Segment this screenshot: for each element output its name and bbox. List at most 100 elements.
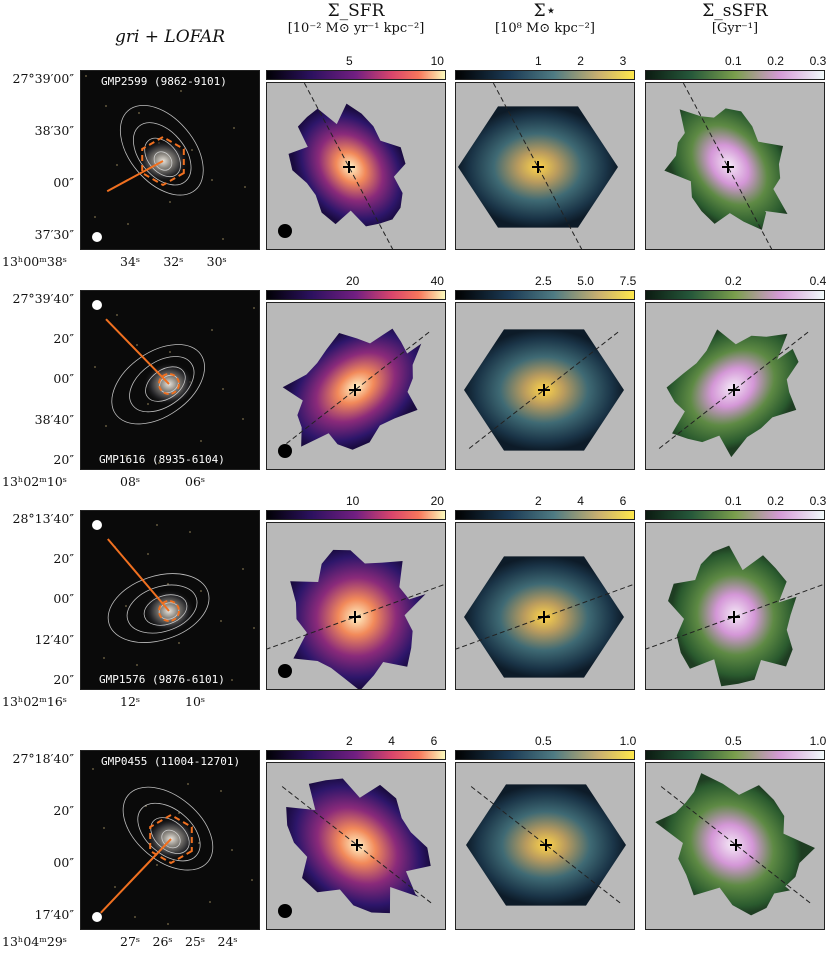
- galaxy-name: GMP1616 (8935-6104): [99, 453, 225, 466]
- header-sfr: Σ_SFR [10⁻² M⊙ yr⁻¹ kpc⁻²]: [266, 1, 446, 36]
- colorbar-tick-label: 0.4: [809, 274, 827, 288]
- mass-map-panel: [455, 302, 635, 470]
- sfr-colorbar: [266, 750, 446, 760]
- background-star: [180, 90, 182, 92]
- ssfr-colorbar: [645, 290, 825, 300]
- colorbar-tick-label: 3: [619, 54, 627, 68]
- colorbar-gradient: [266, 510, 446, 520]
- sfr-footprint: [282, 328, 422, 450]
- background-star: [220, 790, 222, 792]
- psf-beam-icon: [278, 224, 292, 238]
- mass-map-panel: [455, 762, 635, 930]
- dec-tick-label: 27°39′00″: [12, 71, 74, 86]
- lofar-contour: [143, 594, 188, 626]
- sfr-map: [267, 549, 445, 689]
- colorbar-tick-label: 0.5: [535, 734, 552, 748]
- dec-tick-label: 28°13′40″: [12, 511, 74, 526]
- colorbar-tick-label: 4: [577, 494, 584, 508]
- background-star: [114, 886, 116, 888]
- background-star: [222, 238, 224, 240]
- background-star: [209, 901, 211, 903]
- ra-tick-label: 25ˢ: [185, 934, 206, 949]
- colorbar-gradient: [266, 290, 446, 300]
- dec-tick-label: 17′40″: [34, 906, 74, 922]
- radio-tail-arrow: [107, 538, 170, 612]
- background-star: [189, 531, 191, 533]
- background-star: [187, 783, 189, 785]
- background-star: [178, 642, 180, 644]
- ssfr-colorbar: [645, 510, 825, 520]
- colorbar-tick-label: 0.1: [725, 494, 742, 508]
- colorbar-tick-label: 5: [346, 54, 353, 68]
- dec-tick-label: 00″: [53, 591, 74, 607]
- ra-tick-label: 26ˢ: [152, 934, 173, 949]
- lofar-contour: [137, 802, 201, 862]
- psf-beam-icon: [278, 444, 292, 458]
- ra-tick-label: 30ˢ: [206, 254, 227, 269]
- colorbar-tick-label: 5.0: [577, 274, 594, 288]
- background-star: [253, 627, 255, 629]
- ssfr-footprint: [666, 329, 799, 458]
- lofar-contour: [150, 817, 190, 854]
- sfr-map-panel: [266, 82, 446, 250]
- ssfr-colorbar: [645, 750, 825, 760]
- background-star: [211, 329, 213, 331]
- lofar-beam-icon: [92, 520, 102, 530]
- header-optical: gri + LOFAR: [80, 27, 260, 48]
- sfr-colorbar: [266, 290, 446, 300]
- dec-tick-label: 20″: [53, 671, 74, 687]
- background-star: [242, 418, 244, 420]
- background-star: [116, 164, 118, 166]
- mass-colorbar: [455, 750, 635, 760]
- background-star: [94, 366, 96, 368]
- background-star: [220, 620, 222, 622]
- dec-tick-label: 00″: [53, 174, 74, 190]
- colorbar-tick-label: 0.3: [809, 494, 827, 508]
- colorbar-tick-label: 2: [346, 734, 353, 748]
- optical-image: [92, 768, 253, 925]
- header-sfr-symbol: Σ_SFR: [327, 1, 385, 21]
- dec-tick-label: 37′30″: [34, 226, 74, 242]
- lofar-contour: [126, 584, 198, 634]
- manga-ifu-hexagon: [158, 373, 180, 395]
- background-star: [253, 307, 255, 309]
- ra-tick-label: 06ˢ: [185, 474, 206, 489]
- manga-ifu-hexagon: [141, 135, 185, 187]
- radio-tail-arrow: [100, 838, 172, 914]
- ra-tick-label: 13ʰ02ᵐ10ˢ: [2, 474, 68, 489]
- dec-tick-label: 12′40″: [34, 631, 74, 647]
- colorbar-tick-label: 7.5: [619, 274, 637, 288]
- mass-map-panel: [455, 522, 635, 690]
- background-star: [167, 583, 169, 585]
- optical-image: [92, 520, 255, 681]
- sfr-map-panel: [266, 522, 446, 690]
- sfr-colorbar: [266, 510, 446, 520]
- background-star: [156, 524, 158, 526]
- dec-tick-label: 20″: [53, 551, 74, 567]
- sfr-map: [278, 83, 406, 249]
- ssfr-map-panel: [645, 82, 825, 250]
- background-star: [200, 590, 202, 592]
- colorbar-tick-label: 0.3: [809, 54, 827, 68]
- header-mass-unit: [10⁸ M⊙ kpc⁻²]: [495, 20, 595, 36]
- background-star: [198, 842, 200, 844]
- galaxy-name: GMP2599 (9862-9101): [101, 75, 227, 88]
- lofar-beam-icon: [92, 912, 102, 922]
- background-star: [147, 403, 149, 405]
- dec-tick-label: 20″: [53, 331, 74, 347]
- sfr-footprint: [290, 549, 426, 689]
- colorbar-tick-label: 0.1: [725, 54, 742, 68]
- colorbar-tick-label: 0.2: [767, 54, 784, 68]
- manga-ifu-hexagon: [149, 813, 193, 865]
- lofar-beam-icon: [92, 232, 102, 242]
- mass-map: [456, 556, 634, 678]
- ra-tick-label: 27ˢ: [120, 934, 141, 949]
- header-mass: Σ⋆ [10⁸ M⊙ kpc⁻²]: [455, 1, 635, 36]
- colorbar-gradient: [455, 510, 635, 520]
- ra-tick-label: 32ˢ: [163, 254, 184, 269]
- manga-ifu-hexagon: [158, 600, 180, 622]
- mass-map-panel: [455, 82, 635, 250]
- colorbar-tick-label: 0.5: [725, 734, 742, 748]
- sfr-colorbar: [266, 70, 446, 80]
- dec-tick-label: 27°39′40″: [12, 291, 74, 306]
